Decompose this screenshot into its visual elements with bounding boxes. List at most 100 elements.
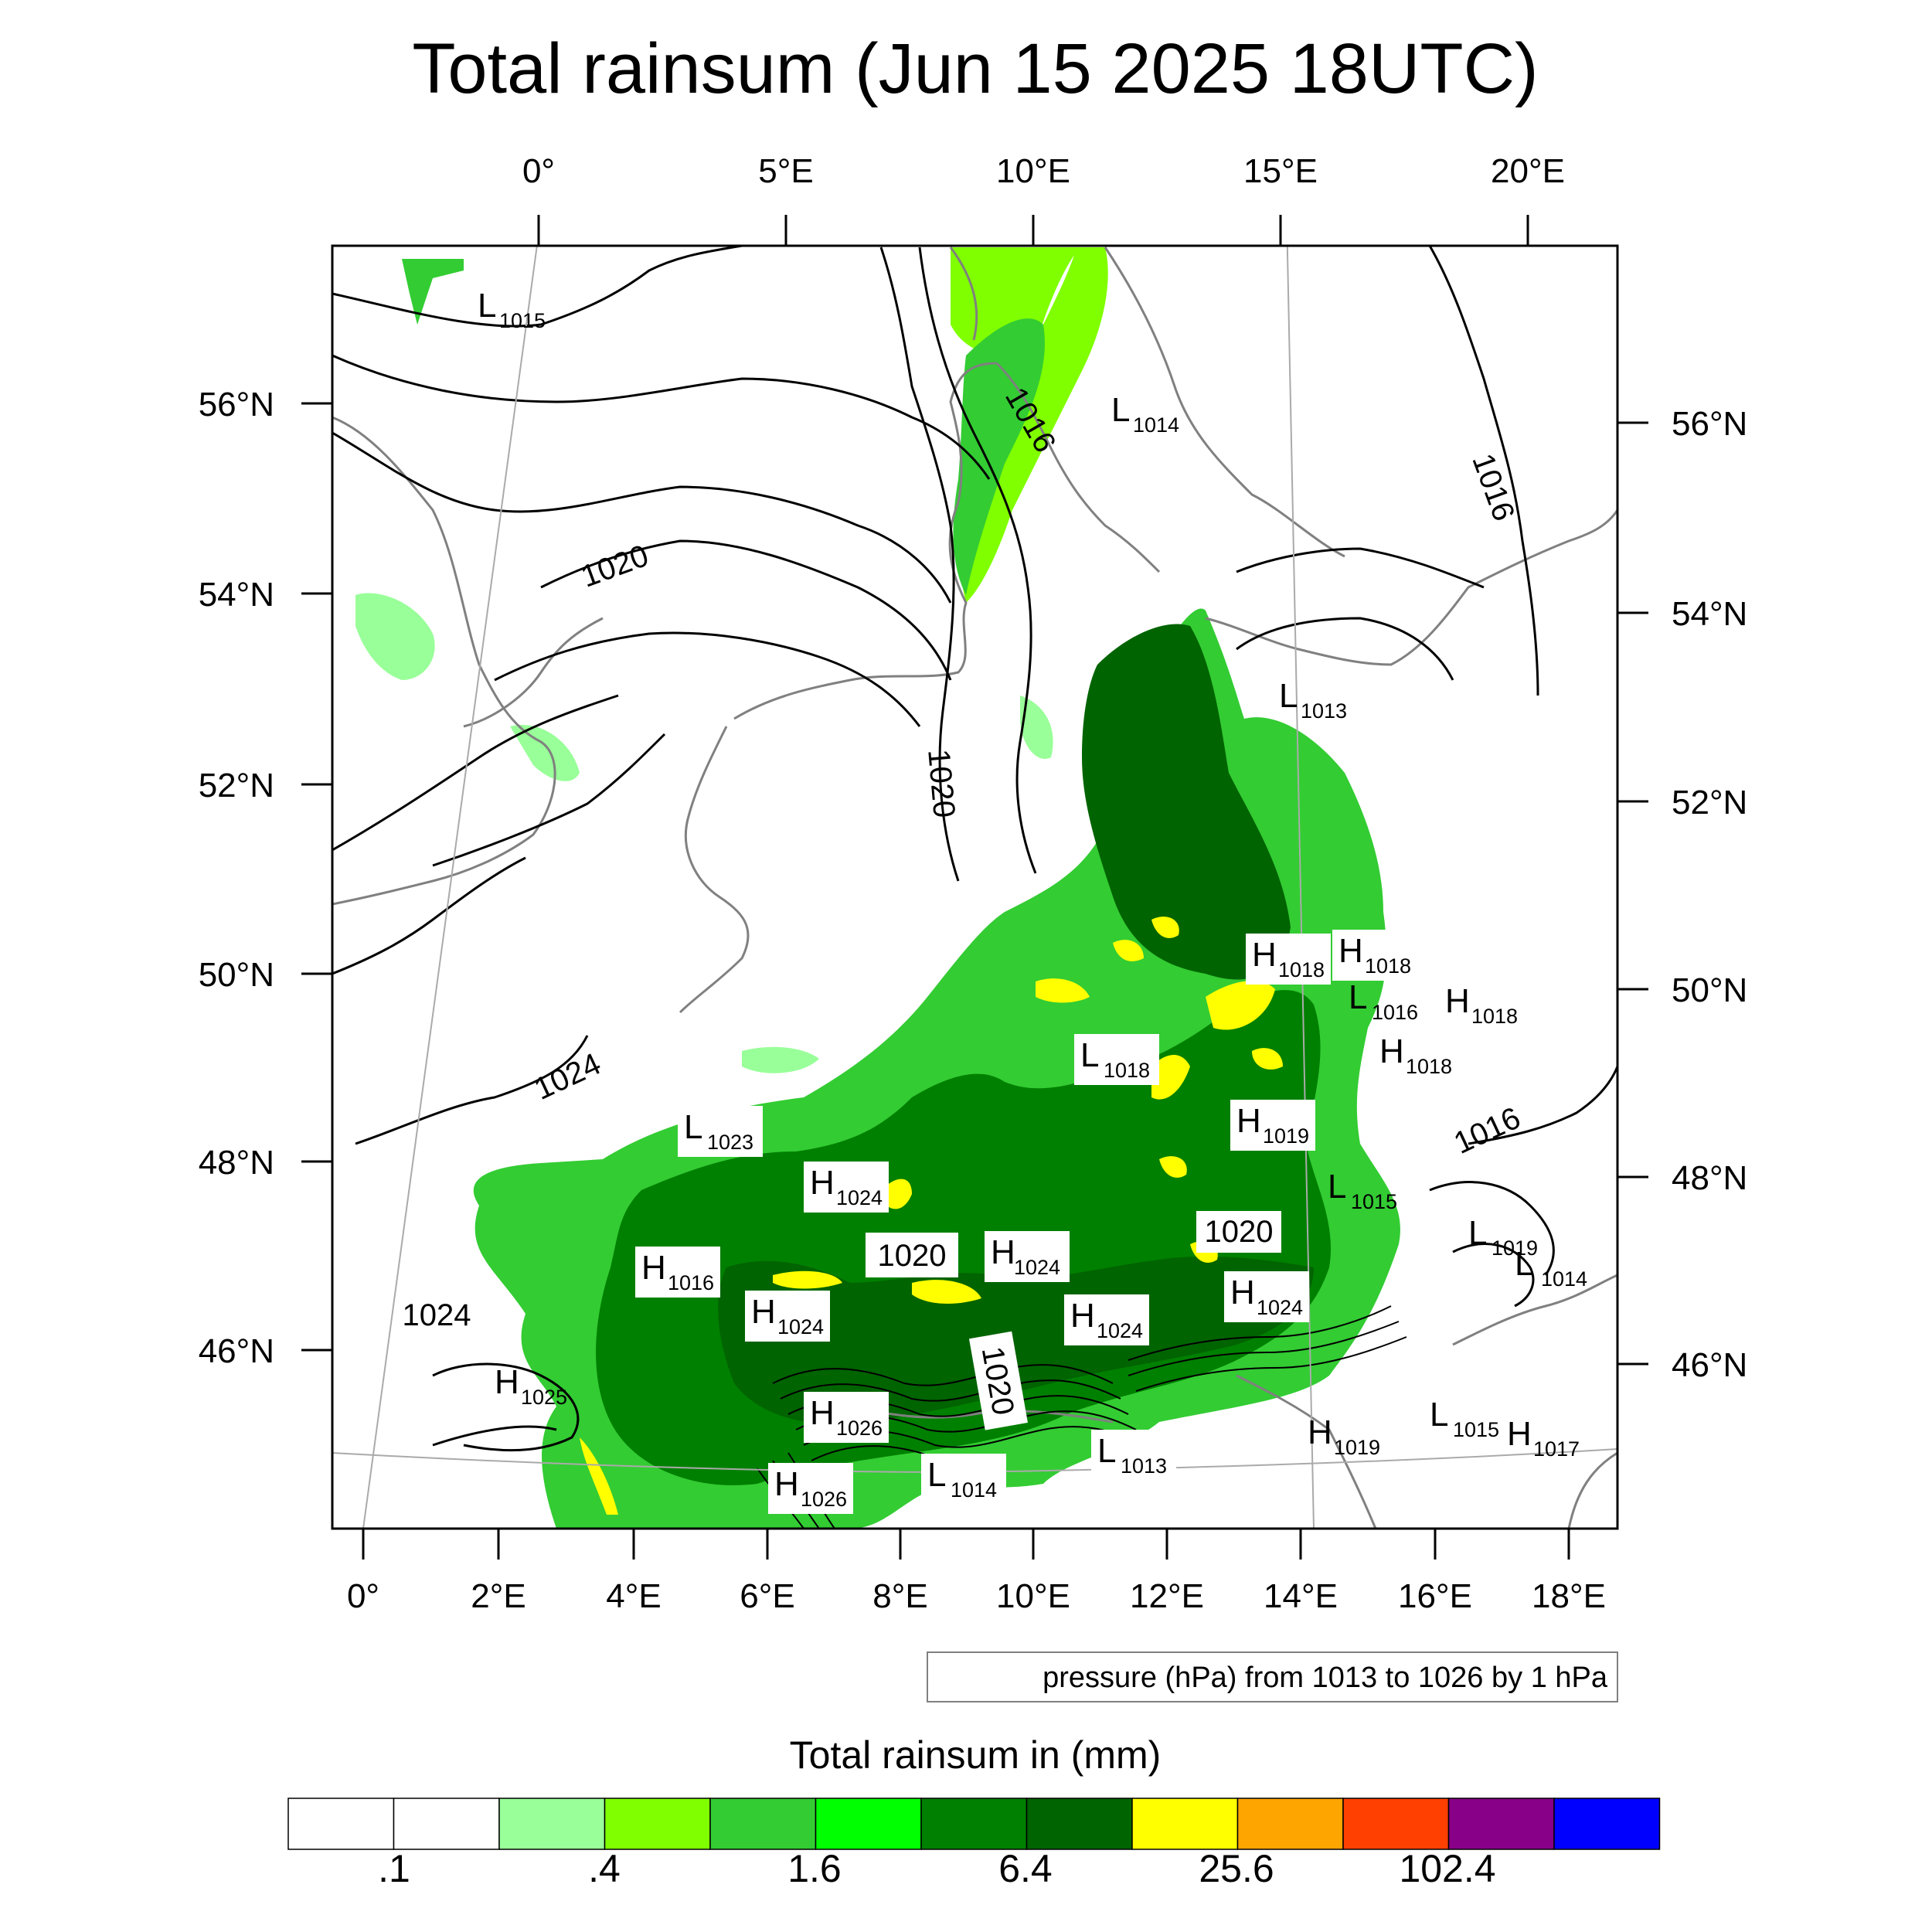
top-lon-label: 15°E — [1243, 152, 1318, 190]
colorbar-swatch — [1342, 1798, 1450, 1850]
pressure-center-value: 1018 — [1406, 1055, 1452, 1078]
pressure-center: L 1013 — [1091, 1430, 1176, 1481]
pressure-center: L 1015 — [478, 287, 546, 332]
isobar-label: 1020 — [878, 1239, 947, 1273]
rain-area-france-north — [742, 1046, 819, 1073]
bottom-lon-label: 10°E — [996, 1577, 1070, 1615]
pressure-center-value: 1013 — [1121, 1454, 1167, 1478]
figure-title: Total rainsum (Jun 15 2025 18UTC) — [412, 29, 1538, 108]
map-content — [332, 246, 1617, 1529]
pressure-center-type: L — [1349, 978, 1367, 1016]
pressure-center-type: H — [991, 1233, 1015, 1271]
pressure-center-value: 1019 — [1334, 1436, 1380, 1459]
pressure-center-value: 1018 — [1471, 1005, 1518, 1028]
rain-area-england-east — [355, 593, 435, 680]
bottom-lon-label: 8°E — [872, 1577, 927, 1615]
bottom-longitude-labels: 0° 2°E 4°E 6°E 8°E 10°E 12°E 14°E 16°E 1… — [347, 1577, 1606, 1615]
pressure-center: H 1026 — [768, 1463, 853, 1514]
pressure-center-type: L — [1097, 1432, 1116, 1470]
isobar-label: 1020 — [1205, 1215, 1274, 1249]
rain-intense-spots — [580, 917, 1283, 1515]
colorbar-swatch — [815, 1798, 922, 1850]
pressure-center: L 1023 — [678, 1106, 763, 1157]
isobar-label: 1020 — [577, 539, 653, 594]
colorbar-swatch — [1553, 1798, 1661, 1850]
pressure-center-value: 1023 — [707, 1131, 753, 1154]
pressure-center-type: L — [1430, 1396, 1448, 1434]
bottom-lon-label: 14°E — [1264, 1577, 1338, 1615]
pressure-center-type: H — [1379, 1032, 1404, 1070]
rain-area-heavy — [718, 1256, 1314, 1424]
pressure-center: H 1018 — [1445, 982, 1518, 1028]
pressure-center-type: L — [684, 1108, 702, 1146]
pressure-center-value: 1014 — [1133, 413, 1179, 437]
colorbar-label: .1 — [378, 1847, 410, 1890]
pressure-center-value: 1026 — [836, 1417, 883, 1440]
pressure-center-value: 1014 — [1541, 1267, 1587, 1291]
isobar-label-box: 1020 — [968, 1331, 1028, 1430]
isobar-label: 1024 — [403, 1298, 471, 1332]
pressure-center-value: 1015 — [499, 309, 546, 332]
top-lon-label: 10°E — [996, 152, 1070, 190]
pressure-center-value: 1024 — [836, 1186, 883, 1209]
pressure-center-type: L — [1111, 391, 1130, 429]
bottom-lon-label: 16°E — [1398, 1577, 1472, 1615]
pressure-center-value: 1013 — [1301, 699, 1347, 723]
pressure-center-type: H — [774, 1465, 799, 1503]
right-lat-label: 50°N — [1672, 971, 1747, 1009]
rain-area-england-se — [510, 725, 580, 781]
colorbar-swatch — [1447, 1798, 1555, 1850]
pressure-center-type: H — [1230, 1274, 1255, 1311]
isobar-label: 1024 — [529, 1046, 606, 1106]
pressure-center: H 1026 — [804, 1392, 889, 1443]
pressure-center-type: H — [810, 1164, 835, 1202]
pressure-center-value: 1019 — [1492, 1236, 1538, 1260]
pressure-center-value: 1024 — [1014, 1256, 1060, 1279]
pressure-center: H 1018 — [1379, 1032, 1452, 1078]
pressure-center-type: H — [1338, 932, 1363, 970]
bottom-lon-label: 12°E — [1130, 1577, 1204, 1615]
colorbar-swatch — [287, 1798, 395, 1850]
pressure-center-value: 1024 — [777, 1315, 824, 1338]
pressure-center: L 1014 — [1111, 391, 1179, 437]
pressure-center: L 1014 — [1515, 1245, 1587, 1291]
isobar-label: 1016 — [1449, 1100, 1526, 1160]
pressure-center: H 1024 — [745, 1291, 830, 1342]
pressure-note-box — [927, 1651, 1618, 1702]
left-lat-label: 48°N — [199, 1144, 274, 1182]
pressure-center-value: 1014 — [951, 1478, 997, 1502]
colorbar-label: 102.4 — [1399, 1847, 1495, 1890]
pressure-center-type: H — [1507, 1415, 1532, 1453]
pressure-center: H 1019 — [1230, 1100, 1315, 1151]
colorbar-label: 6.4 — [998, 1847, 1053, 1890]
precipitation-field — [355, 247, 1400, 1529]
colorbar-swatch — [393, 1798, 500, 1850]
rain-area-north-germany — [1020, 696, 1053, 759]
pressure-center-value: 1017 — [1533, 1437, 1580, 1461]
colorbar-label: .4 — [588, 1847, 621, 1890]
pressure-center-type: L — [1328, 1168, 1346, 1206]
pressure-center-value: 1015 — [1351, 1190, 1397, 1213]
top-longitude-labels: 0° 5°E 10°E 15°E 20°E — [522, 152, 1565, 190]
pressure-center: L 1015 — [1430, 1396, 1499, 1441]
left-lat-label: 46°N — [199, 1332, 274, 1370]
pressure-center-type: L — [927, 1456, 946, 1494]
pressure-center-value: 1025 — [521, 1386, 567, 1409]
pressure-center-type: L — [1279, 677, 1298, 715]
isobar-label: 1020 — [921, 748, 961, 819]
left-lat-label: 54°N — [199, 576, 274, 614]
colorbar-title: Total rainsum in (mm) — [790, 1733, 1162, 1777]
pressure-center: H 1024 — [1064, 1294, 1149, 1345]
colorbar-label: 25.6 — [1199, 1847, 1274, 1890]
pressure-center: H 1019 — [1308, 1413, 1380, 1459]
right-lat-label: 46°N — [1672, 1346, 1747, 1384]
pressure-center-type: H — [810, 1394, 835, 1432]
pressure-center: H 1018 — [1246, 934, 1331, 985]
left-latitude-labels: 56°N 54°N 52°N 50°N 48°N 46°N — [199, 386, 274, 1370]
pressure-center: H 1017 — [1507, 1415, 1580, 1461]
colorbar-swatch — [920, 1798, 1028, 1850]
pressure-center: L 1015 — [1328, 1168, 1397, 1213]
pressure-center-type: L — [1468, 1214, 1487, 1252]
pressure-center: H 1024 — [985, 1231, 1070, 1282]
